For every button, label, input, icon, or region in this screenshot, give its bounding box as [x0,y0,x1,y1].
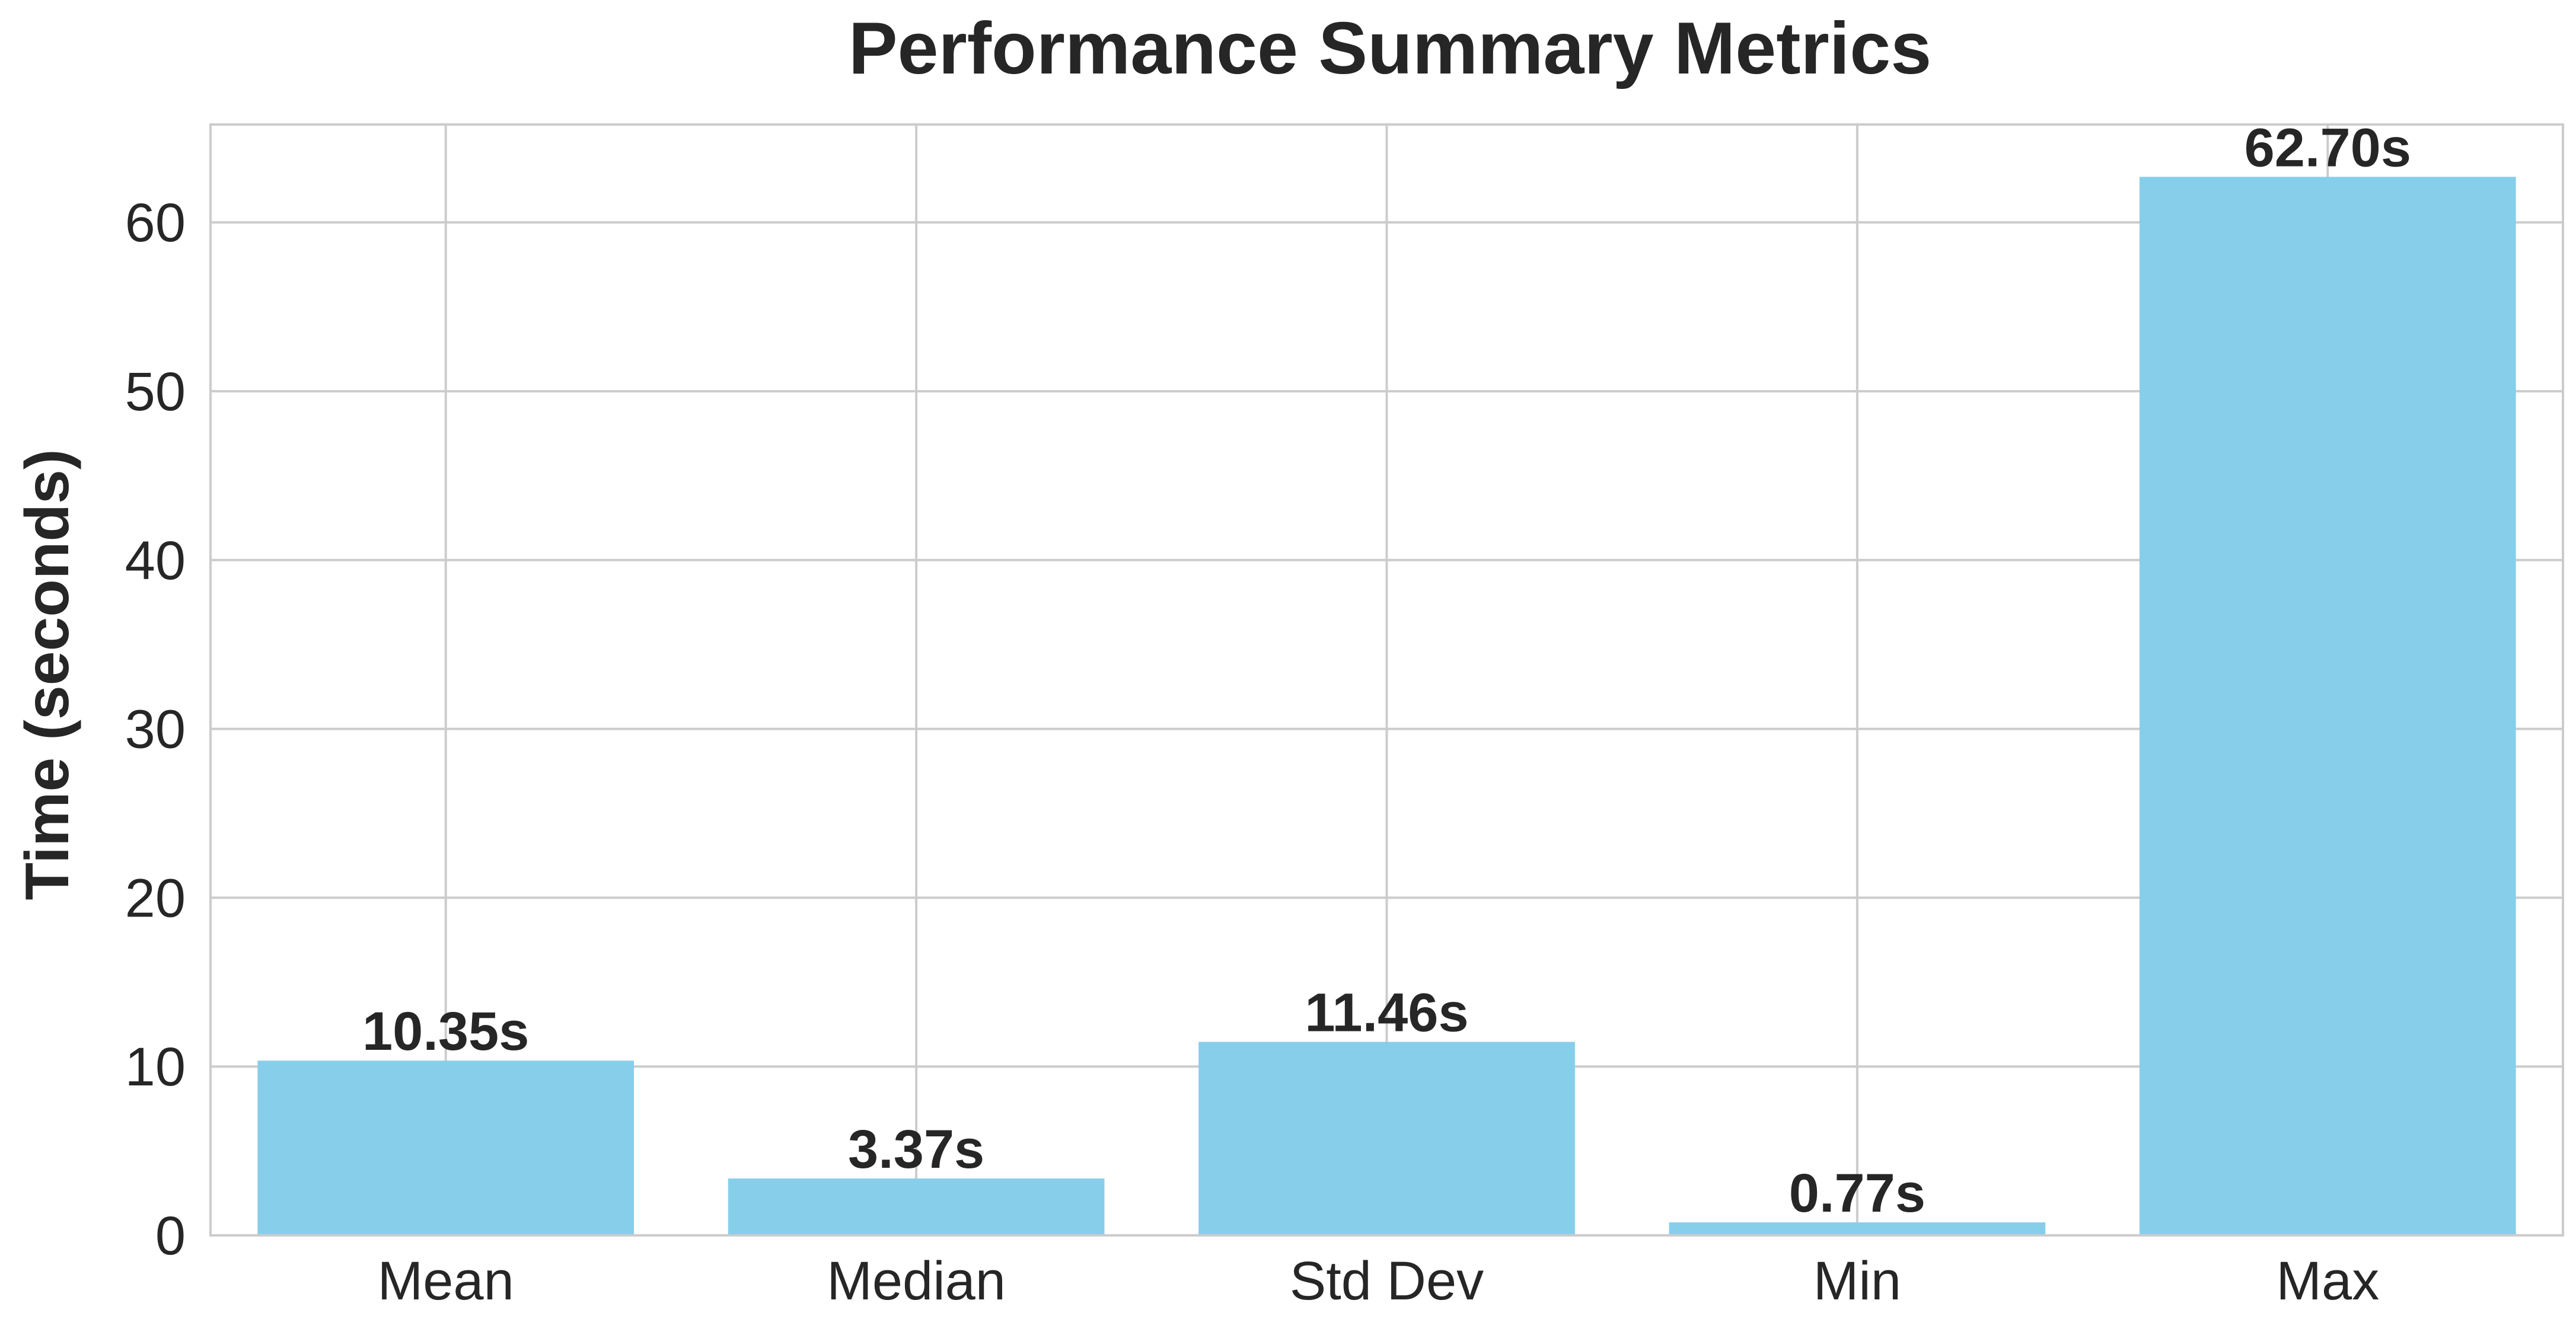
y-axis-label: Time (seconds) [13,449,82,900]
data-labels: 10.35s 3.37s 11.46s 0.77s 62.70s [362,117,2411,1224]
bar-std-dev [1198,1042,1575,1235]
bar-value-label: 62.70s [2245,117,2411,178]
y-tick-label: 50 [125,362,186,422]
y-tick-label: 10 [125,1037,186,1097]
bar-median [728,1178,1105,1235]
x-tick-label: Min [1813,1251,1901,1311]
y-tick-label: 60 [125,193,186,253]
y-tick-label: 40 [125,531,186,591]
bar-value-label: 11.46s [1305,983,1468,1043]
x-tick-label: Mean [378,1251,514,1311]
bar-mean [257,1061,635,1235]
plot-frame [209,123,2564,1237]
tick-labels: 0 10 20 30 40 50 60 Mean Median Std Dev Min Max [125,193,2380,1311]
y-tick-label: 30 [125,699,186,760]
y-tick-label: 0 [155,1206,186,1266]
bar-value-label: 0.77s [1789,1163,1925,1224]
bars [257,177,2516,1235]
chart-title: Performance Summary Metrics [849,8,1931,90]
x-tick-label: Median [827,1251,1006,1311]
y-tick-label: 20 [125,868,186,928]
bar-value-label: 3.37s [848,1119,984,1180]
bar-value-label: 10.35s [362,1001,529,1062]
x-tick-label: Std Dev [1290,1251,1484,1311]
bar-max [2139,177,2516,1235]
bar-min [1669,1222,2046,1235]
x-tick-label: Max [2276,1251,2379,1311]
